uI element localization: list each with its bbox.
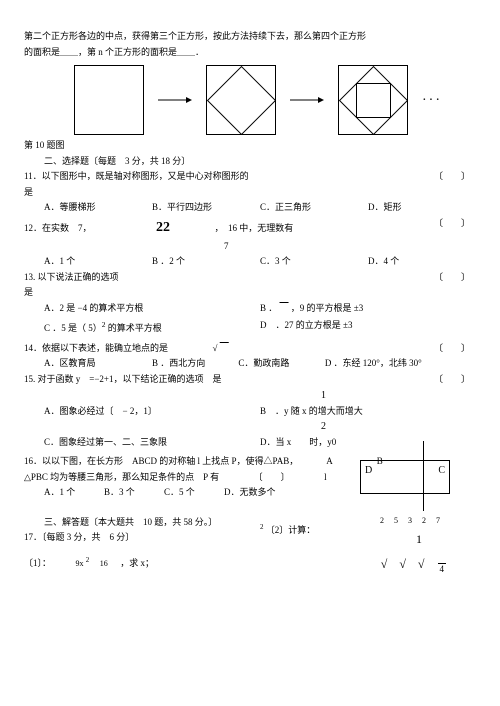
q12-stem: 12．在实数 7， 22 ， 16 中，无理数有 〔 〕 <box>24 217 476 238</box>
surd-icon: √ <box>213 343 218 353</box>
q11-stem: 11．以下图形中，既是轴对称图形，又是中心对称图形的 〔 〕 <box>24 170 476 184</box>
q14-options: A．区教育局 B ．西北方向 C．勤政南路 D ．东经 120°，北纬 30° <box>24 357 476 371</box>
q14-A: A．区教育局 <box>24 357 152 371</box>
q11-D: D．矩形 <box>368 201 476 215</box>
q12-options: A．1 个 B ．2 个 C．3 个 D．4 个 <box>24 255 476 269</box>
q12-22: 22 <box>156 220 170 235</box>
q13-A: A．2 是 −4 的算术平方根 <box>24 302 260 316</box>
answer-paren: 〔 〕 <box>434 373 470 387</box>
q11-A: A．等腰梯形 <box>24 201 152 215</box>
q17-small-nums: 25327 <box>380 515 450 527</box>
q13-row1: A．2 是 −4 的算术平方根 B ． ，9 的平方根是 ±3 <box>24 302 476 316</box>
q16-A: A．1 个 <box>24 486 104 500</box>
q15-row2: C．图象经过第一、二、三象限 D．当 x 时，y0 <box>24 436 476 450</box>
q11-stem2: 是 <box>24 186 476 200</box>
q12-A: A．1 个 <box>24 255 152 269</box>
labC: C <box>438 463 445 478</box>
q15-frac-top: 1 <box>24 388 476 403</box>
q13-stem: 13. 以下说法正确的选项 〔 〕 <box>24 271 476 285</box>
answer-paren: 〔 〕 <box>434 170 470 184</box>
q13-D: D ．27 的立方根是 ±3 <box>260 319 476 336</box>
q16-B: B．3 个 <box>104 486 164 500</box>
q17-sup: 2 <box>86 556 90 564</box>
square-3 <box>338 65 408 135</box>
q17-findx: ，求 x； <box>120 558 154 568</box>
section2-title: 二、选择题〔每题 3 分，共 18 分〕 <box>24 155 476 169</box>
q11-B: B．平行四边形 <box>152 201 260 215</box>
figure-label: 第 10 题图 <box>24 139 476 153</box>
answer-paren: 〔 〕 <box>434 271 470 285</box>
q16-labA: A <box>326 456 332 466</box>
intro-line1: 第二个正方形各边的中点，获得第三个正方形，按此方法持续下去，那么第四个正方形 <box>24 30 476 44</box>
q17-one: 1 <box>416 530 422 548</box>
labD: D <box>365 463 372 478</box>
q17-1-label: 〔1〕： <box>24 558 51 568</box>
q17-four: 4 <box>438 563 447 574</box>
rectangle-figure: D C <box>350 460 470 494</box>
q12-stem-a: 12．在实数 7， <box>24 223 92 233</box>
q12-sub7: 7 <box>24 240 476 254</box>
ellipsis: ··· <box>422 90 442 111</box>
q15-row1: A．图象必经过〔 − 2，1〕 B ．y 随 x 的增大而增大 <box>24 405 476 419</box>
q16-stem-text: 16．以以下图，在长方形 ABCD 的对称轴 l 上找点 P，使得△PAB， <box>24 456 298 466</box>
q16-stem2-text: △PBC 均为等腰三角形，那么知足条件的点 P 有 <box>24 472 219 482</box>
arrow-icon <box>158 95 192 105</box>
sqrt-row: √√√ 4 <box>381 555 460 573</box>
q13-stem2: 是 <box>24 286 476 300</box>
squares-diagram: ··· <box>74 65 476 135</box>
q12-B: B ．2 个 <box>152 255 260 269</box>
q17-16: 16 <box>100 559 108 568</box>
q16-D: D．无数多个 <box>224 486 284 500</box>
q13-stem-text: 13. 以下说法正确的选项 <box>24 272 119 282</box>
arrow-icon <box>290 95 324 105</box>
q15-stem: 15. 对于函数 y =−2+1，以下结论正确的选项 是 〔 〕 <box>24 373 476 387</box>
q17-part2-label: 2 〔2〕计算： <box>260 522 315 538</box>
q13-row2: C ．5 是（ 5）2 的算术平方根 D ．27 的立方根是 ±3 <box>24 319 476 336</box>
q15-D: D．当 x 时，y0 <box>260 436 476 450</box>
q14-D: D ．东经 120°，北纬 30° <box>325 357 476 371</box>
q14-stem: 14．依据以下表述，能确立地点的是 √ 〔 〕 <box>24 342 476 356</box>
q16-labL: l <box>324 472 327 482</box>
q13-B: B ． ，9 的平方根是 ±3 <box>260 302 476 316</box>
intro-line2: 的面积是＿＿，第 n 个正方形的面积是＿＿． <box>24 46 476 60</box>
answer-paren: 〔 〕 <box>434 342 470 356</box>
q12-stem-b: ， 16 中，无理数有 <box>215 223 294 233</box>
q16-options: A．1 个 B．3 个 C．5 个 D．无数多个 <box>24 486 284 500</box>
q14-B: B ．西北方向 <box>152 357 238 371</box>
q15-C: C．图象经过第一、二、三象限 <box>24 436 260 450</box>
q15-A: A．图象必经过〔 − 2，1〕 <box>24 405 260 419</box>
q11-options: A．等腰梯形 B．平行四边形 C．正三角形 D．矩形 <box>24 201 476 215</box>
q13-C: C ．5 是（ 5）2 的算术平方根 <box>24 319 260 336</box>
q17-9x: 9x <box>76 559 84 568</box>
q11-C: C．正三角形 <box>260 201 368 215</box>
q11-stem-text: 11．以下图形中，既是轴对称图形，又是中心对称图形的 <box>24 171 249 181</box>
square-1 <box>74 65 144 135</box>
q15-B: B ．y 随 x 的增大而增大 <box>260 405 476 419</box>
q16-C: C．5 个 <box>164 486 224 500</box>
q12-C: C．3 个 <box>260 255 368 269</box>
q14-C: C．勤政南路 <box>238 357 324 371</box>
q14-stem-text: 14．依据以下表述，能确立地点的是 <box>24 343 168 353</box>
q12-D: D．4 个 <box>368 255 476 269</box>
answer-paren: 〔 〕 <box>434 217 470 231</box>
q15-frac-bot: 2 <box>24 419 476 434</box>
q15-stem-text: 15. 对于函数 y =−2+1，以下结论正确的选项 是 <box>24 374 221 384</box>
answer-paren: 〔 〕 <box>254 472 290 482</box>
q17-head: 17．〔每题 3 分，共 6 分〕 <box>24 531 476 545</box>
square-2 <box>206 65 276 135</box>
